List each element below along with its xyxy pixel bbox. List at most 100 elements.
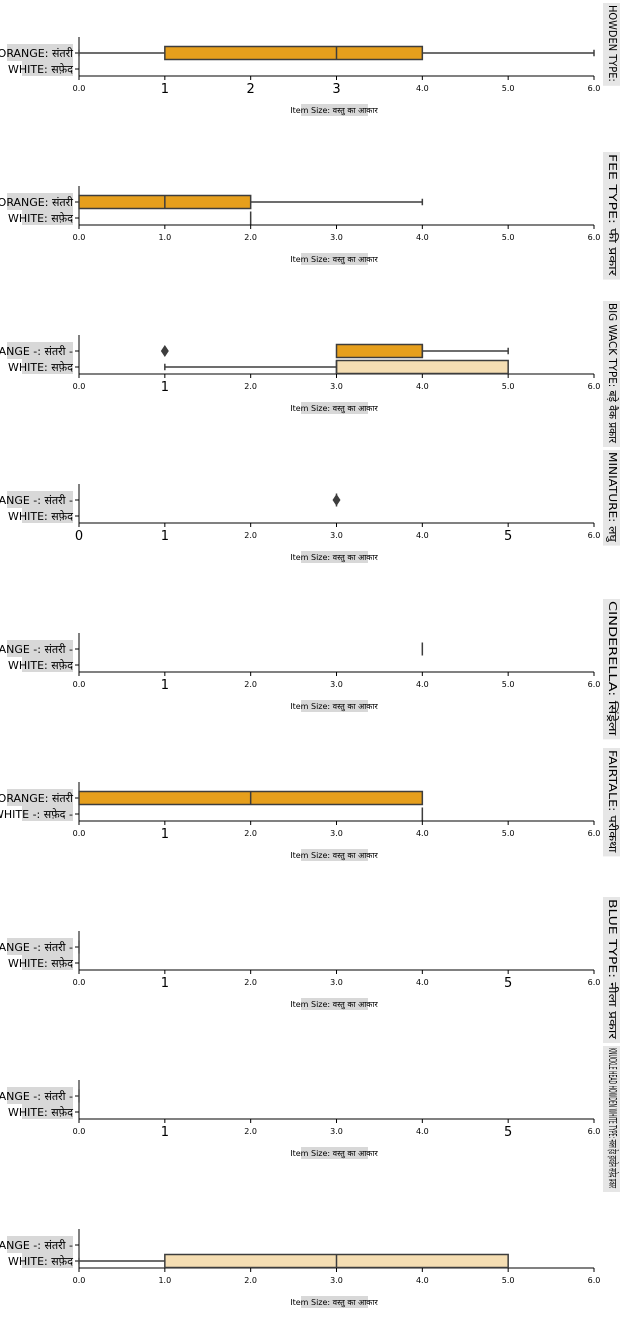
box-orange: [78, 194, 424, 210]
panel-6: ORANGE: संतरी WHITE -: सफ़ेद -0.0 1 2.0 3.0 4…: [0, 748, 620, 861]
x-tick-label: 6.0: [588, 978, 601, 987]
category-label-orange: ORANGE -: संतरी -: [0, 1090, 73, 1103]
orange-label-bg: [7, 1236, 73, 1253]
white-label-bg: [22, 955, 73, 970]
x-tick-label: 2.0: [244, 1127, 257, 1136]
box-white: [78, 1253, 509, 1269]
category-label-orange: ORANGE -: संतरी -: [0, 643, 73, 656]
panel-8: ORANGE -: संतरी - WHITE: सफ़ेद0.0 1 2.0 3.0 4…: [0, 1046, 620, 1192]
x-tick-label: 3.0: [330, 978, 343, 987]
category-label-white: WHITE: सफ़ेद: [8, 1255, 73, 1268]
category-label-white: WHITE: सफ़ेद: [8, 957, 73, 970]
x-tick-label: 1: [161, 529, 169, 544]
x-tick-label: 2.0: [244, 829, 257, 838]
panel-title-bg: [603, 152, 620, 280]
x-tick-label: 1: [161, 976, 169, 991]
category-label-orange: ORANGE: संतरी: [0, 792, 73, 805]
x-tick-label: 6.0: [588, 829, 601, 838]
category-label-white: WHITE: सफ़ेद: [8, 63, 73, 76]
x-tick-label: 3.0: [330, 1276, 343, 1285]
white-label-bg: [22, 210, 73, 225]
x-tick-label: 6.0: [588, 233, 601, 242]
x-tick-label: 0.0: [73, 829, 86, 838]
category-label-orange: ORANGE -: संतरी -: [0, 345, 73, 358]
x-axis-label: Item Size: वस्तु का आकार: [290, 404, 378, 414]
xlabel-bg: [301, 551, 368, 563]
white-label-bg: [22, 508, 73, 523]
x-tick-label: 3: [332, 82, 340, 97]
panel-title-bg: [603, 897, 620, 1043]
panel-3: ORANGE -: संतरी - WHITE: सफ़ेद0.0 1 2.0 3.0 4…: [0, 301, 620, 447]
x-tick-label: 0.0: [73, 1127, 86, 1136]
x-tick-label: 0.0: [73, 1276, 86, 1285]
category-label-orange: ORANGE -: संतरी -: [0, 1239, 73, 1252]
box-orange: [78, 45, 595, 61]
x-tick-label: 3.0: [330, 382, 343, 391]
x-tick-label: 4.0: [416, 680, 429, 689]
x-tick-label: 4.0: [416, 978, 429, 987]
category-label-white: WHITE: सफ़ेद: [8, 212, 73, 225]
box-orange: [160, 343, 509, 359]
panel-9: ORANGE -: संतरी - WHITE: सफ़ेद0.0 1.0 2.0 3.…: [0, 1229, 600, 1308]
iqr-box: [335, 359, 509, 375]
outlier-point: [160, 345, 169, 357]
x-tick-label: 3.0: [330, 233, 343, 242]
panel-title: BIG WACK TYPE: बड़े वैक प्रकार: [606, 303, 619, 443]
x-tick-label: 3.0: [330, 1127, 343, 1136]
x-tick-label: 4.0: [416, 531, 429, 540]
x-tick-label: 6.0: [588, 531, 601, 540]
x-axis-label: Item Size: वस्तु का आकार: [290, 1149, 378, 1159]
panel-7: ORANGE -: संतरी - WHITE: सफ़ेद0.0 1 2.0 3.0 4…: [0, 897, 620, 1043]
x-tick-label: 0.0: [73, 84, 86, 93]
xlabel-bg: [301, 998, 368, 1010]
panel-title: HOWDEN TYPE:: [606, 5, 619, 82]
white-label-bg: [22, 1253, 73, 1268]
x-tick-label: 6.0: [588, 84, 601, 93]
x-tick-label: 4.0: [416, 1276, 429, 1285]
x-tick-label: 0: [75, 529, 83, 544]
x-tick-label: 5.0: [502, 680, 515, 689]
iqr-box: [164, 45, 424, 61]
x-tick-label: 5: [504, 1125, 512, 1140]
x-tick-label: 1: [161, 827, 169, 842]
x-tick-label: 0.0: [73, 233, 86, 242]
category-label-white: WHITE: सफ़ेद: [8, 659, 73, 672]
x-tick-label: 1.0: [158, 1276, 171, 1285]
x-tick-label: 0.0: [73, 382, 86, 391]
x-tick-label: 6.0: [588, 382, 601, 391]
category-label-white: WHITE: सफ़ेद: [8, 361, 73, 374]
x-tick-label: 5.0: [502, 233, 515, 242]
panel-title-bg: [603, 450, 620, 546]
x-tick-label: 5.0: [502, 829, 515, 838]
category-label-white: WHITE: सफ़ेद: [8, 510, 73, 523]
x-axis-label: Item Size: वस्तु का आकार: [290, 106, 378, 116]
x-tick-label: 3.0: [330, 531, 343, 540]
x-tick-label: 4.0: [416, 233, 429, 242]
orange-label-bg: [7, 938, 73, 955]
x-tick-label: 2.0: [244, 1276, 257, 1285]
xlabel-bg: [301, 849, 368, 861]
panel-title: FAIRTALE: परीकथा: [606, 750, 619, 853]
white-label-bg: [22, 359, 73, 374]
x-tick-label: 5.0: [502, 382, 515, 391]
x-tick-label: 3.0: [330, 829, 343, 838]
category-label-white: WHITE -: सफ़ेद -: [0, 808, 73, 821]
category-label-orange: ORANGE -: संतरी -: [0, 941, 73, 954]
xlabel-bg: [301, 253, 368, 265]
orange-label-bg: [7, 342, 73, 359]
x-axis-label: Item Size: वस्तु का आकार: [290, 255, 378, 265]
orange-label-bg: [7, 1087, 73, 1104]
white-label-bg: [22, 657, 73, 672]
x-tick-label: 3.0: [330, 680, 343, 689]
panel-2: ORANGE: संतरी WHITE: सफ़ेद0.0 1.0 2.0 3.0 4.0…: [0, 152, 620, 280]
x-tick-label: 2.0: [244, 233, 257, 242]
panel-1: ORANGE: संतरी WHITE: सफ़ेद0.0 1 2 3 4.0 5.0 6.0…: [0, 3, 620, 116]
box-orange: [78, 790, 424, 806]
x-tick-label: 4.0: [416, 1127, 429, 1136]
xlabel-bg: [301, 1147, 368, 1159]
x-axis-label: Item Size: वस्तु का आकार: [290, 702, 378, 712]
x-axis-label: Item Size: वस्तु का आकार: [290, 553, 378, 563]
xlabel-bg: [301, 402, 368, 414]
